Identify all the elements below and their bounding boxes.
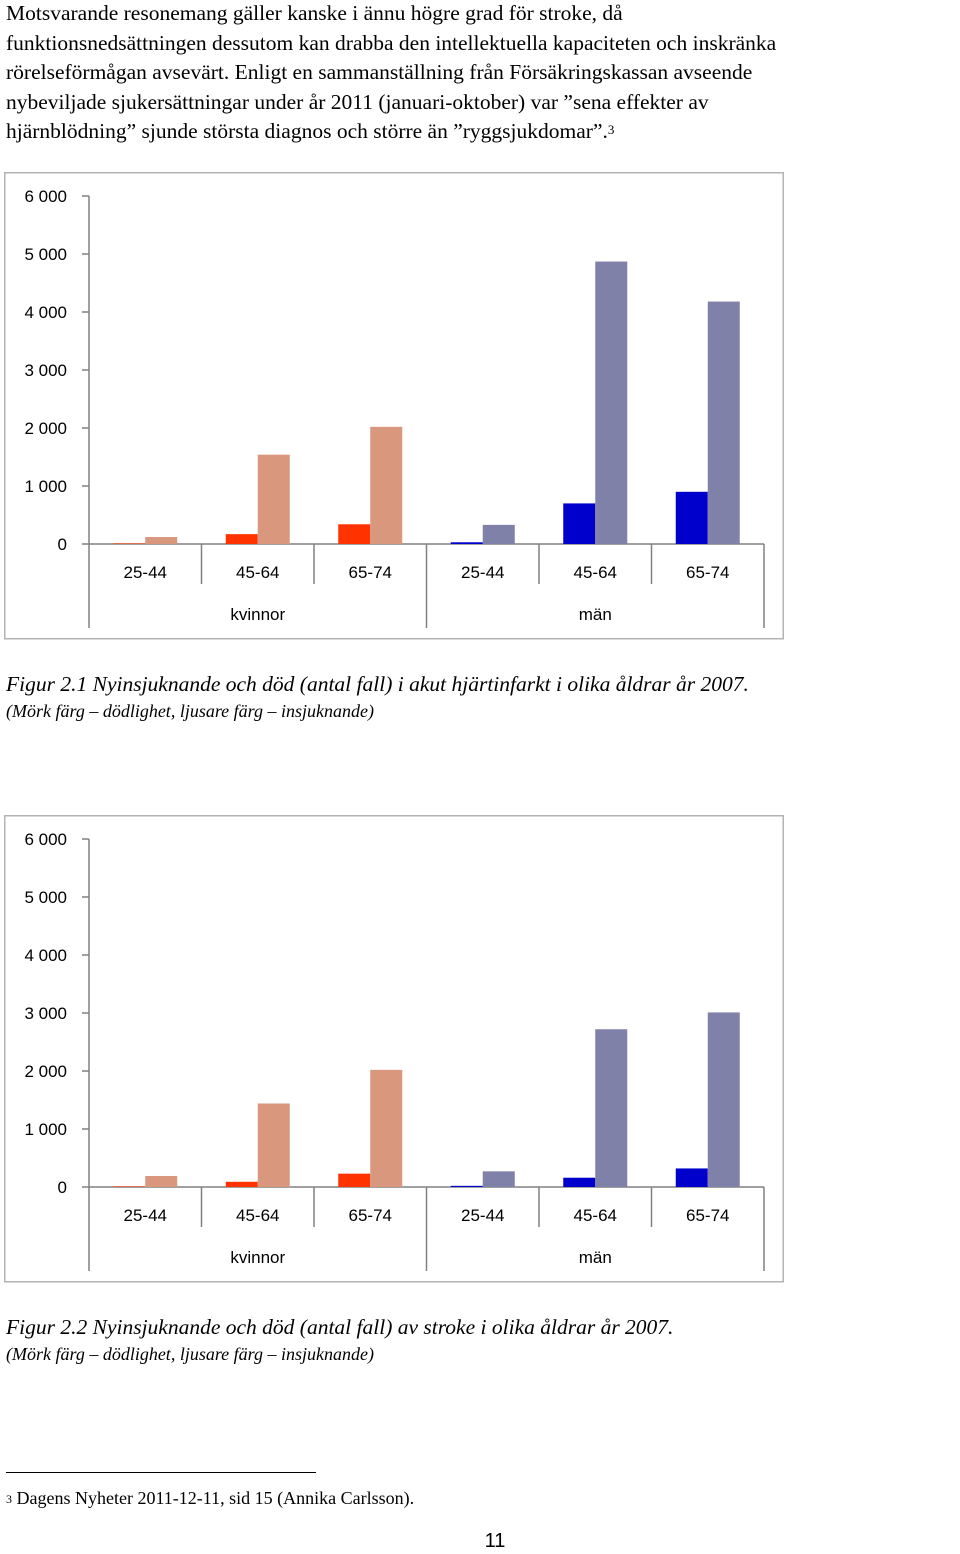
footnote-text: Dagens Nyheter 2011-12-11, sid 15 (Annik… — [16, 1488, 415, 1508]
paragraph-line-text: hjärnblödning” sjunde största diagnos oc… — [6, 119, 608, 143]
figure-caption-1: Figur 2.1 Nyinsjuknande och död (antal f… — [6, 670, 749, 724]
bar-mortality — [338, 524, 371, 544]
bar-incidence — [482, 524, 515, 544]
x-tick-label: 45-64 — [236, 1206, 279, 1225]
bar-mortality — [225, 534, 258, 544]
bar-incidence — [257, 1103, 290, 1187]
bar-incidence — [482, 1171, 515, 1187]
group-label: kvinnor — [230, 1248, 285, 1267]
y-tick-label: 3 000 — [24, 1004, 67, 1023]
bar-mortality — [675, 491, 708, 544]
y-tick-label: 1 000 — [24, 1120, 67, 1139]
bar-incidence — [595, 1029, 628, 1187]
group-label: män — [579, 605, 612, 624]
y-tick-label: 6 000 — [24, 187, 67, 206]
caption-note: (Mörk färg – dödlighet, ljusare färg – i… — [6, 1344, 374, 1364]
bar-mortality — [338, 1173, 371, 1187]
y-tick-label: 5 000 — [24, 888, 67, 907]
bar-mortality — [450, 1185, 483, 1187]
chart-frame — [4, 815, 784, 1283]
y-tick-label: 0 — [58, 1178, 67, 1197]
chart-svg: 6 000 5 000 4 000 3 000 2 000 1 000 0 25-44 45-6… — [4, 815, 784, 1283]
x-tick-label: 65-74 — [349, 563, 392, 582]
bar-mortality — [113, 1186, 146, 1187]
page-number: 11 — [484, 1530, 506, 1552]
paragraph-line: funktionsnedsättningen dessutom kan drab… — [6, 30, 777, 55]
x-tick-label: 25-44 — [124, 1206, 167, 1225]
bar-incidence — [370, 1069, 403, 1187]
y-tick-label: 2 000 — [24, 419, 67, 438]
footnote-divider — [6, 1472, 316, 1473]
footnote-ref: 3 — [607, 122, 615, 137]
x-tick-label: 25-44 — [461, 563, 504, 582]
bar-mortality — [563, 1177, 596, 1187]
caption-title: Figur 2.1 Nyinsjuknande och död (antal f… — [6, 672, 749, 696]
paragraph-line: Motsvarande resonemang gäller kanske i ä… — [6, 1, 623, 25]
bar-incidence — [257, 454, 290, 544]
y-tick-label: 4 000 — [24, 946, 67, 965]
bar-mortality — [563, 503, 596, 544]
paragraph-line: nybeviljade sjukersättningar under år 20… — [6, 89, 709, 114]
paragraph-line: rörelseförmågan avsevärt. Enligt en samm… — [6, 60, 753, 84]
bar-incidence — [145, 1175, 178, 1187]
footnote: 3 Dagens Nyheter 2011-12-11, sid 15 (Ann… — [6, 1486, 414, 1510]
body-paragraph: Motsvarande resonemang gäller kanske i ä… — [6, 0, 956, 147]
x-tick-label: 65-74 — [686, 563, 729, 582]
bar-incidence — [707, 301, 740, 544]
x-tick-label: 65-74 — [349, 1206, 392, 1225]
caption-title: Figur 2.2 Nyinsjuknande och död (antal f… — [6, 1315, 674, 1339]
footnote-number: 3 — [6, 1492, 12, 1506]
bar-mortality — [675, 1168, 708, 1187]
x-tick-label: 65-74 — [686, 1206, 729, 1225]
bar-incidence — [145, 537, 178, 544]
y-tick-label: 1 000 — [24, 477, 67, 496]
group-label: män — [579, 1248, 612, 1267]
chart-heart-attack: 6 000 5 000 4 000 3 000 2 000 1 000 0 25-44 45-6… — [4, 172, 784, 642]
bar-incidence — [595, 261, 628, 544]
figure-caption-2: Figur 2.2 Nyinsjuknande och död (antal f… — [6, 1313, 673, 1367]
x-tick-label: 45-64 — [236, 563, 279, 582]
x-tick-label: 25-44 — [124, 563, 167, 582]
bar-incidence — [707, 1012, 740, 1187]
bar-incidence — [370, 426, 403, 544]
bar-mortality — [450, 542, 483, 544]
chart-svg: 6 000 5 000 4 000 3 000 2 000 1 000 0 25-44 45-6… — [4, 172, 784, 640]
y-tick-label: 4 000 — [24, 303, 67, 322]
chart-stroke: 6 000 5 000 4 000 3 000 2 000 1 000 0 25-44 45-6… — [4, 815, 784, 1285]
y-tick-label: 3 000 — [24, 361, 67, 380]
x-tick-label: 25-44 — [461, 1206, 504, 1225]
bar-mortality — [225, 1181, 258, 1187]
paragraph-line: hjärnblödning” sjunde största diagnos oc… — [6, 117, 956, 147]
y-tick-label: 2 000 — [24, 1062, 67, 1081]
x-tick-label: 45-64 — [574, 563, 617, 582]
y-tick-label: 6 000 — [24, 830, 67, 849]
x-tick-label: 45-64 — [574, 1206, 617, 1225]
group-label: kvinnor — [230, 605, 285, 624]
bar-mortality — [113, 543, 146, 544]
caption-note: (Mörk färg – dödlighet, ljusare färg – i… — [6, 701, 374, 721]
y-tick-label: 5 000 — [24, 245, 67, 264]
chart-frame — [4, 172, 784, 640]
y-tick-label: 0 — [58, 535, 67, 554]
